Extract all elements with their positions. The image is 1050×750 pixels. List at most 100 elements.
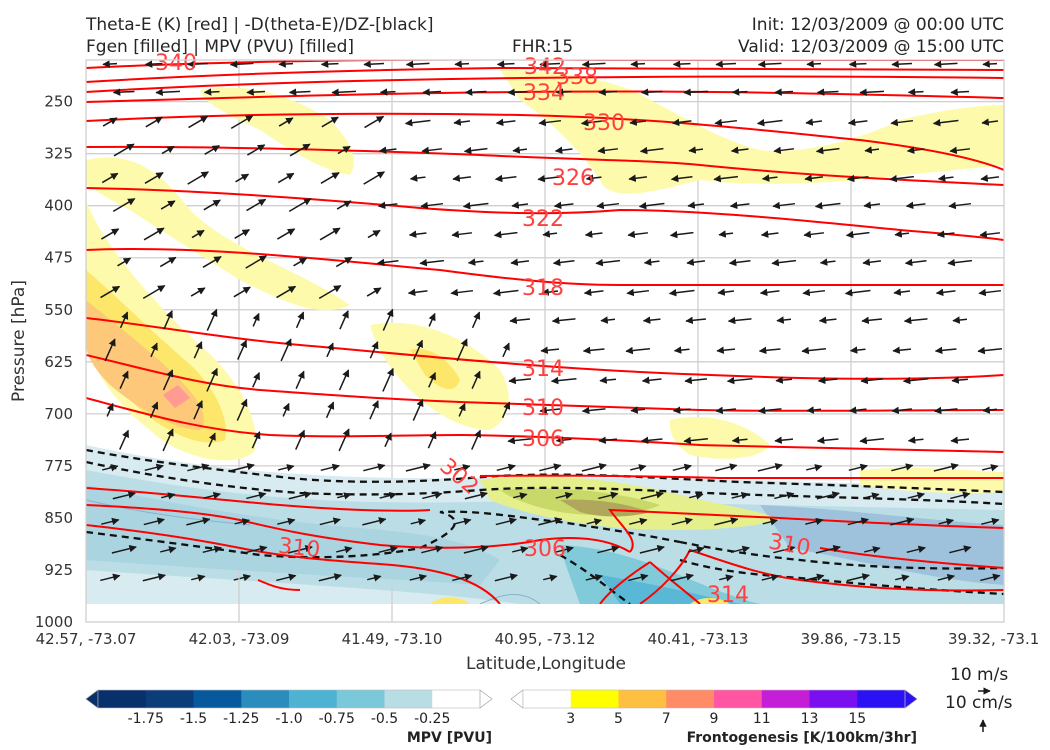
wind-arrow (409, 573, 427, 582)
wind-arrow (362, 517, 387, 526)
wind-arrow (848, 463, 868, 472)
wind-arrow (369, 400, 379, 420)
mpv-colorbar-label: MPV [PVU] (407, 730, 492, 746)
wind-arrow (585, 573, 603, 582)
wind-arrow (555, 88, 572, 96)
colorbar-extend-low (85, 689, 99, 709)
wind-arrow (293, 257, 308, 267)
wind-arrow (464, 491, 488, 500)
wind-arrow (540, 346, 560, 354)
x-tick-label: 41.49, -73.10 (342, 630, 443, 648)
wind-arrow (113, 143, 135, 157)
colorbar-swatch (857, 690, 906, 708)
theta-e-label: 330 (583, 111, 625, 136)
wind-arrow (933, 406, 958, 415)
wind-arrow (119, 429, 129, 450)
colorbar-swatch (384, 690, 433, 708)
wind-arrow (428, 312, 436, 327)
wind-arrow (452, 174, 472, 182)
colorbar-swatch (336, 690, 385, 708)
wind-arrow (364, 115, 385, 129)
wind-arrow (731, 436, 748, 444)
wind-arrow (818, 316, 837, 324)
wind-arrow (553, 201, 574, 210)
mpv-fill (86, 115, 1004, 605)
wind-arrow (815, 146, 840, 155)
wind-arrow (363, 60, 385, 68)
wind-arrow (191, 229, 205, 239)
y-tick-label: 325 (44, 145, 73, 163)
wind-arrow (541, 288, 559, 296)
colorbar-tick-label: 13 (801, 711, 819, 727)
wind-arrow (245, 255, 267, 269)
x-tick-label: 39.86, -73.15 (801, 630, 902, 648)
wind-arrow (161, 492, 176, 500)
wind-arrow (581, 406, 606, 415)
wind-arrow (673, 346, 690, 354)
wind-arrow (937, 573, 955, 582)
wind-arrow (379, 88, 396, 96)
wind-arrow (865, 492, 880, 500)
wind-arrow (420, 201, 444, 210)
wind-arrow (847, 517, 869, 526)
wind-arrow (538, 118, 562, 127)
wind-arrow (802, 288, 826, 297)
wind-arrow (774, 88, 794, 96)
wind-arrow (338, 369, 350, 391)
wind-arrow (949, 146, 971, 155)
wind-arrow (236, 398, 248, 421)
x-tick-label: 40.95, -73.12 (495, 630, 596, 648)
wind-arrow (598, 88, 618, 96)
wind-arrow (950, 491, 971, 500)
x-tick-label: 42.03, -73.09 (189, 630, 290, 648)
wind-arrow (816, 88, 839, 96)
wind-arrow (761, 573, 779, 582)
wind-arrow (186, 517, 211, 526)
wind-arrow (161, 145, 175, 155)
wind-arrow (714, 118, 738, 127)
wind-arrow (206, 308, 218, 331)
wind-arrow (671, 118, 692, 127)
wind-arrow (774, 436, 794, 444)
wind-arrow (630, 464, 647, 472)
wind-arrow (776, 316, 792, 324)
wind-arrow (904, 258, 927, 267)
wind-arrow (366, 287, 382, 297)
wind-arrow (513, 492, 528, 500)
wind-arrow (760, 230, 779, 238)
colorbar-outline (97, 689, 481, 709)
wind-arrow (672, 406, 691, 414)
wind-arrow (203, 491, 221, 500)
wind-arrow (894, 230, 910, 238)
wind-arrow (331, 88, 357, 97)
wind-arrow (495, 517, 517, 526)
wind-arrow (456, 338, 468, 362)
wind-arrow (817, 376, 838, 385)
wind-reference: 10 m/s 10 cm/s (945, 665, 1013, 732)
wind-arrow (277, 228, 296, 240)
theta-e-label: 338 (556, 65, 598, 90)
wind-arrow (819, 258, 836, 266)
wind-arrow (729, 201, 750, 210)
wind-arrow (581, 462, 607, 472)
wind-arrow (639, 146, 664, 155)
wind-arrow (336, 546, 353, 554)
wind-arrow (451, 230, 473, 239)
wind-arrow (206, 367, 218, 392)
wind-arrow (719, 574, 734, 582)
wind-arrow (319, 517, 341, 526)
theta-e-label: 326 (552, 166, 594, 191)
y-tick-label: 700 (44, 405, 73, 423)
wind-arrow (757, 406, 782, 415)
colorbar-tick-label: 15 (848, 711, 866, 727)
wind-arrow (149, 401, 159, 419)
wind-arrow (203, 88, 220, 96)
mpv-colorbar: -1.75 -1.5 -1.25 -1.0 -0.75 -0.5 -0.25 (85, 689, 493, 727)
wind-arrow (454, 464, 471, 472)
theta-e-label: 318 (522, 276, 564, 301)
x-axis-ticks: 42.57, -73.07 42.03, -73.09 41.49, -73.10 4… (36, 630, 1040, 648)
wind-arrow (982, 60, 998, 68)
wind-arrow (905, 201, 926, 210)
wind-arrow (454, 60, 470, 68)
wind-arrow (144, 463, 164, 472)
